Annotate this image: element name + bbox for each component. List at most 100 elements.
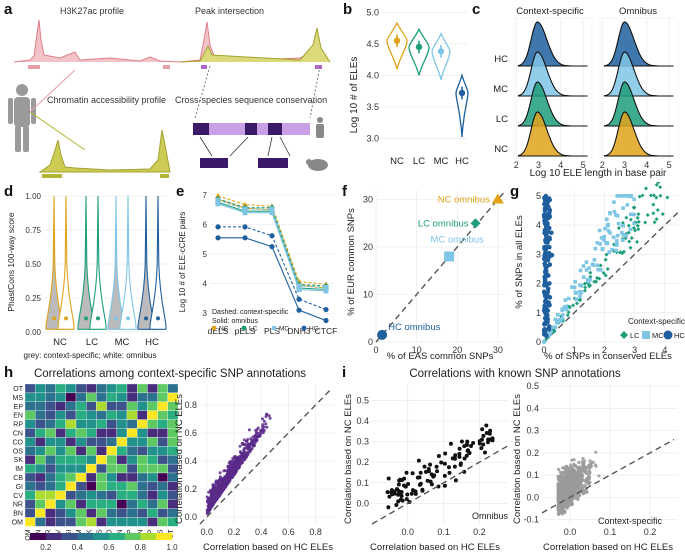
h-heat-cell: [86, 410, 97, 420]
b-xtick-label: NC: [390, 156, 404, 167]
g-point-mc: [584, 268, 589, 272]
h-heat-cell: [86, 517, 97, 527]
h-scatter-point: [212, 483, 216, 487]
d-caption: grey: context-specific; white: omnibus: [24, 351, 157, 360]
g-point-lc: [571, 303, 576, 308]
g-legend-marker: [620, 331, 628, 339]
h-scatter-point: [256, 426, 260, 430]
e-legend-label: NC: [219, 326, 229, 333]
h-heat-cell: [147, 401, 158, 411]
g-point-hc: [543, 238, 548, 243]
h-heat-cell: [65, 383, 77, 394]
i-right-point: [564, 477, 568, 481]
b-median-point: [437, 48, 445, 55]
i-left-point: [490, 436, 495, 441]
c-xtick-label: 2: [600, 160, 605, 170]
g-point-lc: [643, 186, 648, 191]
h3k27ac-track: [13, 19, 181, 63]
g-point-hc: [543, 315, 549, 320]
h-scatter-point: [225, 481, 229, 485]
h-heat-cell: [106, 446, 117, 456]
h-col-label: OM: [25, 529, 32, 540]
h-colorbar-tick: 0.2: [40, 543, 52, 552]
g-point-mc: [605, 223, 610, 228]
g-point-lc: [552, 328, 557, 333]
f-annotation: LC omnibus: [418, 218, 469, 229]
g-point-lc: [635, 223, 640, 228]
f-point: [491, 193, 504, 204]
i-right-point: [566, 503, 570, 508]
g-point-mc: [632, 212, 636, 217]
c-xtick-label: 4: [644, 160, 649, 170]
h-heat-cell: [55, 455, 66, 465]
h-heat-cell: [45, 383, 56, 394]
h-scatter-point: [236, 466, 240, 470]
h-heat-cell: [65, 455, 77, 465]
panel-label-h: h: [4, 364, 14, 381]
e-legend-label: HC: [309, 326, 319, 333]
b-median-point: [458, 89, 466, 97]
h-heat-cell: [137, 410, 148, 420]
panel-label-b: b: [343, 1, 353, 18]
g-point-mc: [574, 291, 578, 295]
h-heat-cell: [24, 401, 36, 411]
h-row-label: EN: [13, 413, 23, 420]
d-violin-HC: [137, 195, 155, 330]
g-ytick-label: 4: [536, 220, 541, 230]
d-ylabel: PhastCons 100-way score: [6, 212, 16, 311]
human-small-icon: [316, 117, 324, 138]
i-right-point: [559, 484, 564, 488]
g-point-mc: [558, 318, 562, 323]
h-scatter-point: [216, 490, 220, 494]
b-ytick-label: 5.0: [366, 7, 379, 17]
h-heat-cell: [157, 401, 168, 411]
i-right-point: [564, 474, 568, 478]
h-heat-cell: [45, 490, 56, 500]
h-heat-cell: [116, 481, 128, 491]
h-heat-cell: [147, 383, 158, 394]
i-right-point: [588, 459, 592, 463]
i-right-point: [557, 467, 561, 472]
g-point-mc: [602, 238, 606, 242]
i-right-ytick: -0.1: [523, 515, 539, 525]
i-left-point: [418, 470, 423, 475]
h-heat-cell: [106, 383, 117, 394]
h-heat-cell: [96, 463, 107, 474]
g-point-mc: [603, 226, 607, 231]
h-heat-cell: [96, 446, 107, 456]
g-point-hc: [542, 221, 548, 226]
i-title: Correlations with known SNP annotations: [409, 368, 621, 380]
h-row-label: GI: [16, 484, 23, 491]
g-point-lc: [651, 211, 656, 216]
g-point-mc: [612, 200, 616, 204]
i-right-point: [571, 467, 575, 471]
g-point-lc: [651, 202, 656, 207]
h-heat-cell: [45, 499, 56, 509]
f-annotation: NC omnibus: [438, 195, 491, 206]
i-right-point: [577, 472, 582, 476]
i-right-point: [566, 482, 570, 486]
i-left-ytick: 0.5: [356, 395, 369, 405]
h-heat-cell: [147, 419, 158, 429]
e-xtick-label: CTCF: [315, 326, 338, 336]
h-heat-cell: [35, 419, 46, 429]
h-heat-cell: [157, 517, 168, 527]
h-scatter-point: [250, 439, 254, 443]
i-right-point: [580, 487, 584, 491]
i-right-point: [557, 495, 561, 499]
g-xtick-label: 2: [602, 345, 607, 355]
h-heat-cell: [45, 437, 56, 447]
i-left-point: [482, 450, 487, 455]
peak-bar: [201, 65, 207, 69]
g-ytick-label: 0: [536, 337, 541, 347]
h-heat-cell: [45, 419, 56, 429]
h-scatter-point: [256, 435, 260, 439]
i-left-point: [462, 456, 467, 461]
h-heat-cell: [24, 508, 36, 518]
panel-label-e: e: [176, 183, 185, 200]
g-point-mc: [605, 241, 610, 245]
i-left-point: [457, 446, 462, 451]
h-heat-cell: [116, 446, 128, 456]
g-point-lc: [631, 205, 636, 210]
h-heat-cell: [96, 428, 107, 438]
